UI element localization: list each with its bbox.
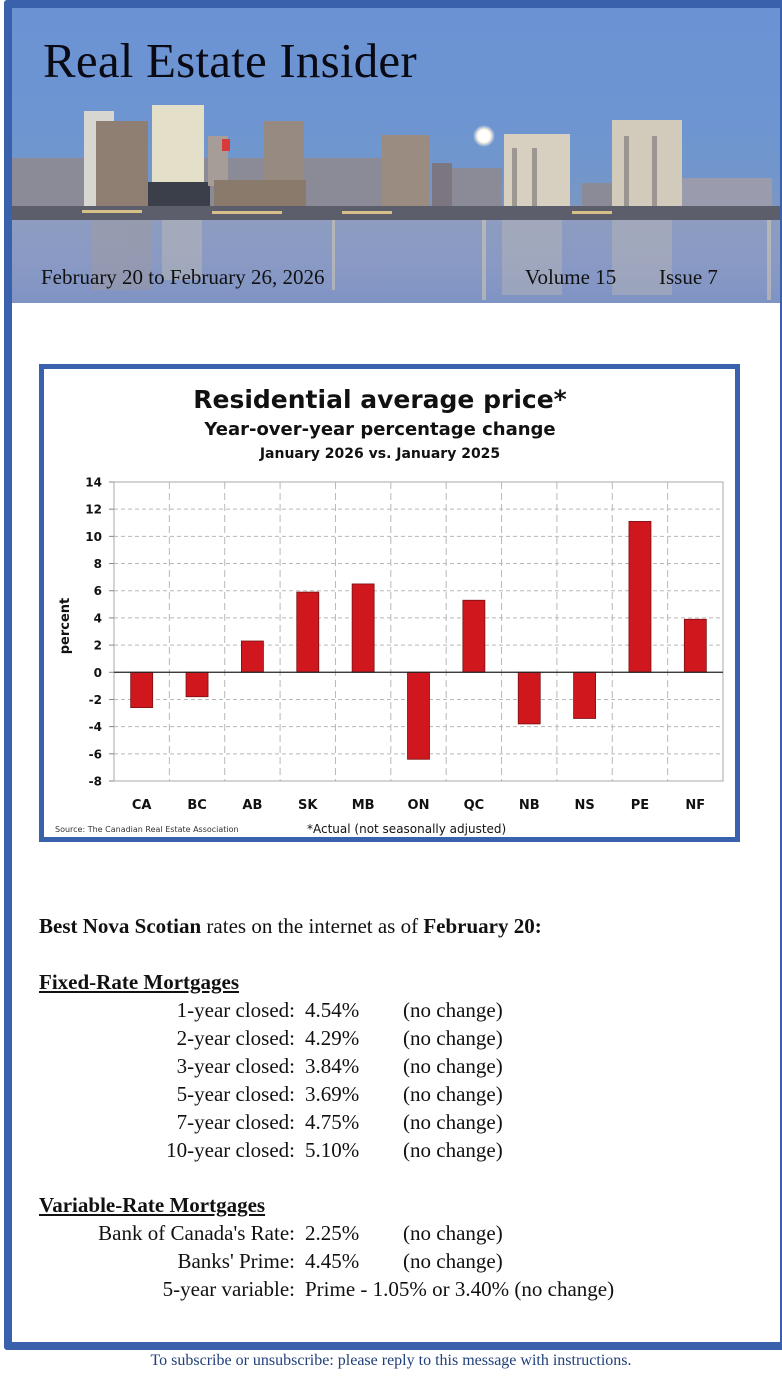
y-tick-label: 2	[94, 639, 102, 653]
rate-change: (no change)	[403, 1082, 503, 1106]
x-tick-label: NB	[519, 798, 540, 813]
bar-on	[407, 671, 430, 760]
y-tick-label: 8	[94, 557, 102, 571]
y-axis-label: percent	[58, 598, 73, 655]
bar-bc	[185, 671, 209, 698]
rate-value: 4.75%	[305, 1110, 360, 1134]
chart-subtitle-period: January 2026 vs. January 2025	[259, 446, 500, 462]
y-tick-label: -8	[89, 775, 102, 789]
subscribe-footer: To subscribe or unsubscribe: please repl…	[150, 1352, 632, 1369]
rate-label: 2-year closed:	[176, 1026, 295, 1050]
chart-subtitle: Year-over-year percentage change	[203, 419, 555, 440]
header-banner: Real Estate Insider February 20 to Febru…	[12, 8, 780, 303]
rate-change: (no change)	[403, 1054, 503, 1078]
rate-value: 3.69%	[305, 1082, 360, 1106]
rate-value: 3.84%	[305, 1054, 360, 1078]
y-tick-label: -4	[89, 720, 102, 734]
fixed-rate-heading: Fixed-Rate Mortgages	[39, 970, 240, 994]
bar-ns	[573, 671, 596, 719]
x-tick-label: NF	[685, 798, 705, 813]
y-tick-label: -2	[89, 693, 102, 707]
rate-change: (no change)	[403, 1026, 503, 1050]
rate-label: 1-year closed:	[176, 998, 295, 1022]
y-tick-label: 4	[94, 611, 102, 625]
chart-title: Residential average price*	[193, 385, 567, 414]
x-tick-label: MB	[352, 798, 375, 813]
rate-value: 4.29%	[305, 1026, 360, 1050]
rate-change: (no change)	[403, 1249, 503, 1273]
rate-label: 5-year variable:	[162, 1277, 295, 1301]
bar-nf	[683, 618, 707, 673]
rate-value: 4.45%	[305, 1249, 360, 1273]
x-tick-label: ON	[408, 798, 430, 813]
rate-label: 3-year closed:	[176, 1054, 295, 1078]
rate-label: Bank of Canada's Rate:	[98, 1221, 295, 1245]
newsletter-title: Real Estate Insider	[43, 33, 417, 88]
y-tick-label: 14	[85, 476, 102, 490]
x-tick-label: NS	[574, 798, 594, 813]
x-tick-label: BC	[187, 798, 206, 813]
chart-footnote: *Actual (not seasonally adjusted)	[307, 822, 506, 836]
rate-change: (no change)	[403, 1138, 503, 1162]
rate-value: 5.10%	[305, 1138, 360, 1162]
rate-label: Banks' Prime:	[177, 1249, 295, 1273]
chart-container: Residential average price* Year-over-yea…	[39, 364, 740, 842]
x-tick-label: CA	[132, 798, 152, 813]
rate-change: (no change)	[403, 998, 503, 1022]
rates-intro: Best Nova Scotian rates on the internet …	[39, 914, 542, 939]
bar-ca	[130, 671, 154, 709]
chart-source: Source: The Canadian Real Estate Associa…	[55, 825, 239, 834]
bar-mb	[351, 583, 375, 673]
rate-label: 7-year closed:	[176, 1110, 295, 1134]
y-tick-label: 12	[85, 503, 102, 517]
bar-nb	[517, 671, 541, 725]
y-tick-label: -6	[89, 747, 102, 761]
x-tick-label: AB	[242, 798, 262, 813]
issue-number: Issue 7	[659, 265, 718, 289]
x-tick-label: QC	[464, 798, 485, 813]
rate-value: 4.54%	[305, 998, 360, 1022]
rate-label: 10-year closed:	[166, 1138, 295, 1162]
rate-change: (no change)	[403, 1221, 503, 1245]
bar-chart: Residential average price* Year-over-yea…	[55, 385, 724, 836]
y-tick-label: 0	[94, 666, 102, 680]
rate-label: 5-year closed:	[176, 1082, 295, 1106]
volume-number: Volume 15	[525, 265, 617, 289]
intro-bold-date: February 20:	[423, 914, 542, 938]
newsletter-frame: Real Estate Insider February 20 to Febru…	[4, 0, 782, 1350]
bar-sk	[296, 591, 320, 673]
y-tick-label: 6	[94, 584, 102, 598]
date-range: February 20 to February 26, 2026	[41, 265, 325, 289]
rate-value: Prime - 1.05% or 3.40% (no change)	[305, 1277, 615, 1301]
city-skyline-image	[12, 105, 780, 303]
x-tick-label: PE	[631, 798, 649, 813]
variable-rate-heading: Variable-Rate Mortgages	[39, 1193, 266, 1217]
bar-ab	[241, 640, 264, 673]
bar-pe	[628, 521, 652, 673]
plot-area	[113, 481, 724, 782]
rate-value: 2.25%	[305, 1221, 360, 1245]
intro-bold-region: Best Nova Scotian	[39, 914, 202, 938]
intro-text: rates on the internet as of	[201, 914, 424, 938]
bar-qc	[462, 599, 486, 673]
x-tick-label: SK	[298, 798, 318, 813]
rate-change: (no change)	[403, 1110, 503, 1134]
y-tick-label: 10	[85, 530, 102, 544]
